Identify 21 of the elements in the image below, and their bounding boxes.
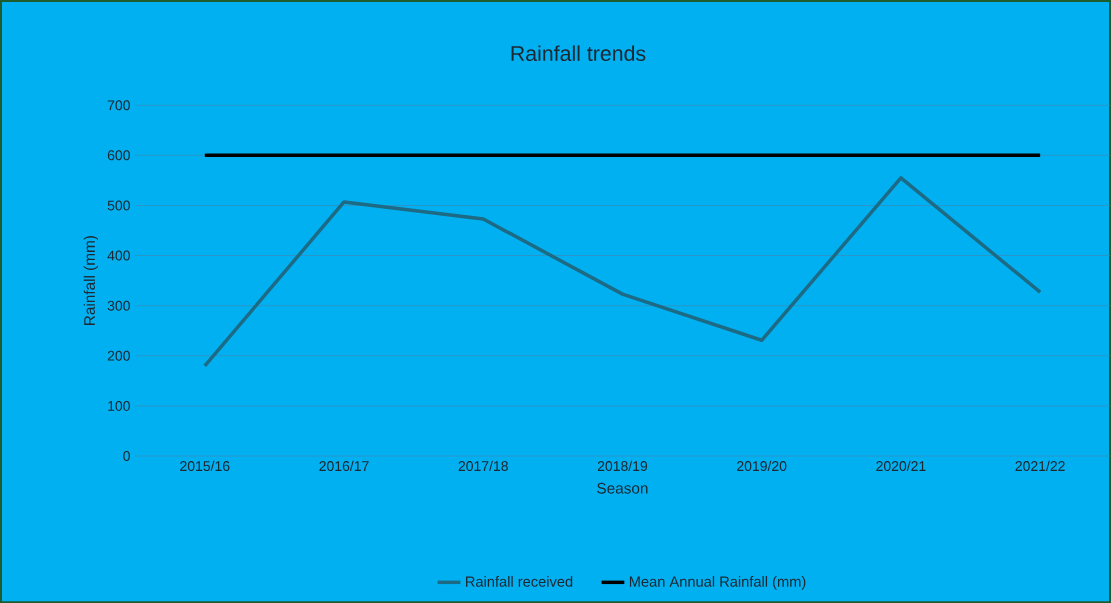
y-tick-label: 300 [107,300,130,311]
line-series [203,176,1042,368]
legend-label: Rainfall received [466,575,573,587]
y-tick-label: 400 [107,250,130,261]
y-axis-title: Rainfall (mm) [83,235,98,325]
y-tick-label: 500 [107,200,130,211]
legend-label: Mean Annual Rainfall (mm) [629,575,806,590]
x-tick-label: 2015/16 [180,460,230,471]
x-tick-label: 2020/21 [876,460,926,471]
x-tick-label: 2018/19 [597,460,648,471]
chart-title: Rainfall trends [511,45,646,61]
x-tick-label: 2017/18 [458,460,508,471]
y-tick-label: 200 [107,350,130,361]
x-axis-title: Season [597,482,648,494]
y-tick-label: 700 [107,100,130,111]
x-tick-label: 2016/17 [319,460,369,471]
y-tick-label: 600 [107,150,130,161]
x-tick-label: 2021/22 [1015,460,1065,471]
y-tick-label: 100 [108,400,130,411]
x-tick-label: 2019/20 [737,460,787,471]
y-tick-label: 0 [123,450,130,461]
